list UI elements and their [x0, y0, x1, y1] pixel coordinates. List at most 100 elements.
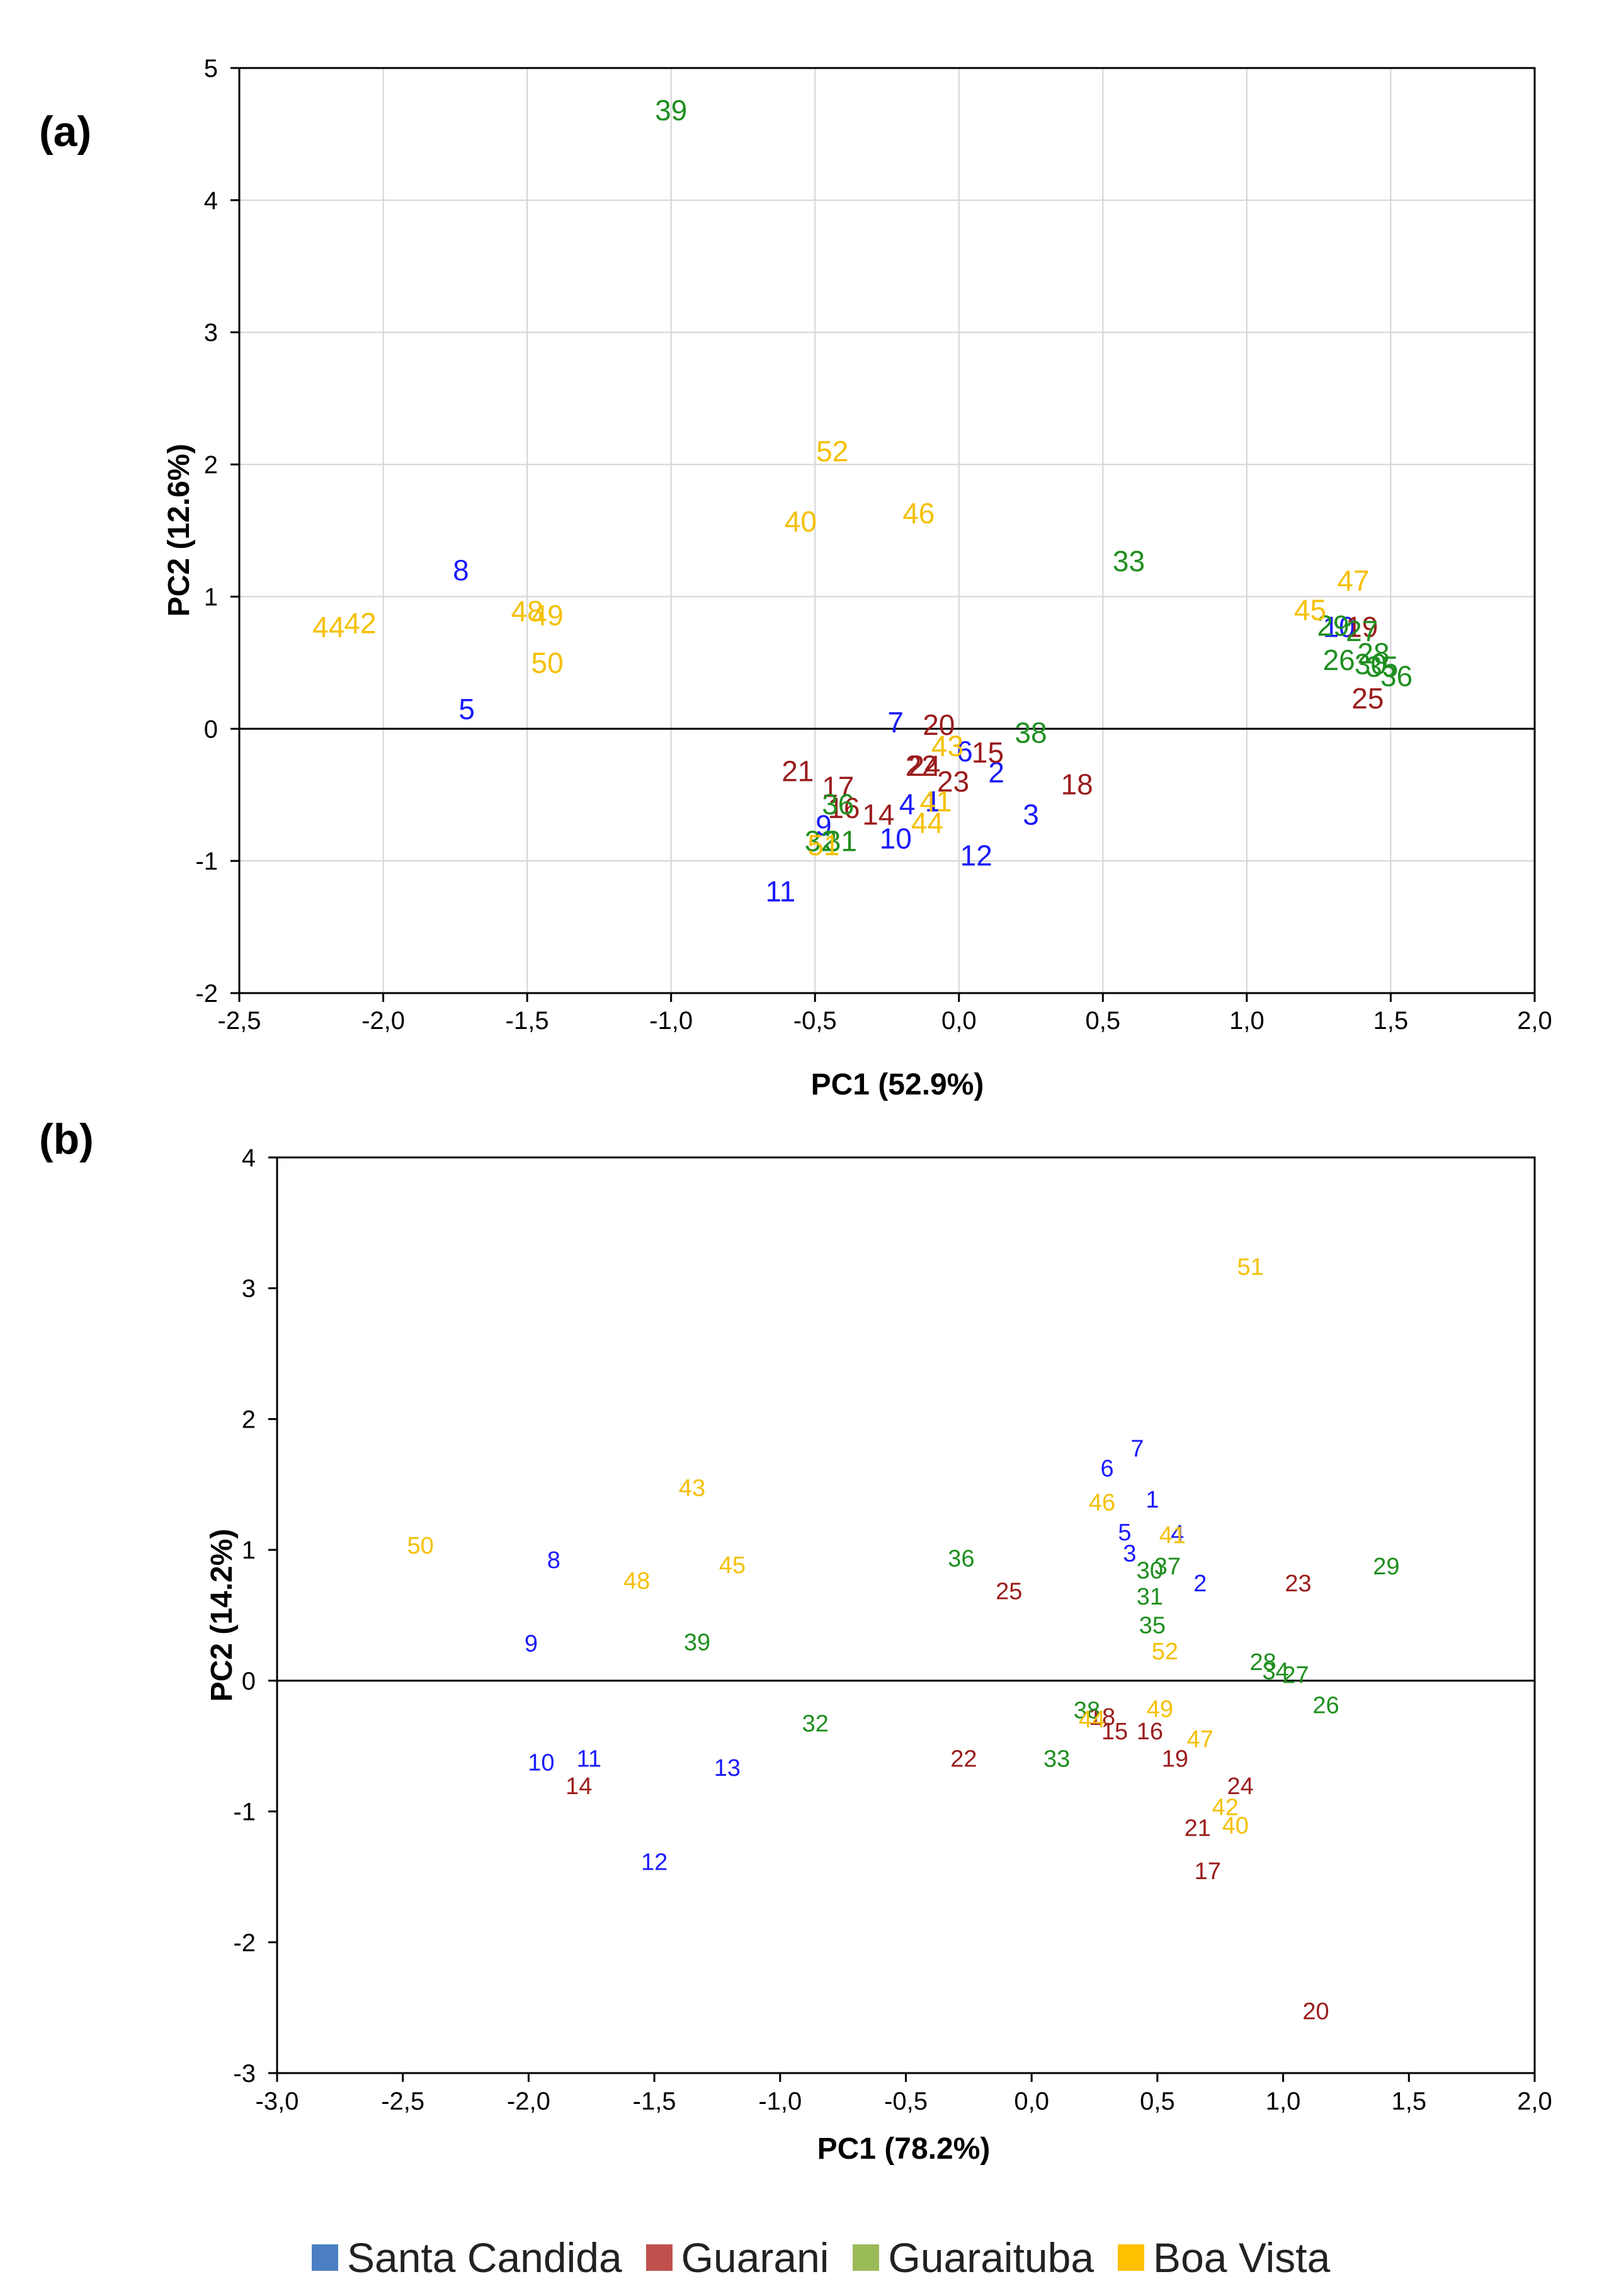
panel-b-point-guaraituba: 31	[1137, 1584, 1163, 1610]
legend-swatch-santa-candida	[312, 2244, 338, 2271]
panel-a-ytick-label: -1	[195, 848, 218, 875]
panel-a-point-guaraituba: 36	[822, 788, 854, 821]
panel-b-label: (b)	[39, 1115, 94, 1163]
panel-b-ytick-label: 4	[242, 1144, 256, 1172]
panel-b-point-guaraituba: 27	[1282, 1662, 1309, 1689]
panel-b-ytick-label: 0	[242, 1668, 256, 1695]
legend-item-guaraituba: Guaraituba	[853, 2234, 1094, 2282]
panel-b-point-boa-vista: 40	[1222, 1812, 1249, 1839]
panel-a-point-santa-candida: 5	[458, 693, 475, 725]
panel-b-xtick-label: 0,5	[1140, 2088, 1175, 2115]
panel-b-point-boa-vista: 52	[1152, 1639, 1178, 1665]
panel-b-point-boa-vista: 47	[1187, 1726, 1213, 1753]
panel-a-point-guaraituba: 31	[825, 825, 857, 858]
legend-item-santa-candida: Santa Candida	[312, 2234, 622, 2282]
panel-a-point-boa-vista: 44	[911, 806, 943, 839]
panel-b-point-guarani: 22	[950, 1746, 977, 1772]
panel-a-point-santa-candida: 4	[899, 788, 916, 821]
panel-b-point-boa-vista: 51	[1237, 1254, 1264, 1280]
panel-a-point-boa-vista: 52	[816, 435, 848, 468]
panel-a-xtick-label: 2,0	[1517, 1007, 1552, 1035]
legend: Santa Candida Guarani Guaraituba Boa Vis…	[312, 2229, 1330, 2286]
panel-a-xtick-label: 0,0	[941, 1007, 977, 1035]
panel-b-point-guarani: 16	[1137, 1719, 1163, 1745]
panel-a-point-boa-vista: 42	[344, 606, 376, 639]
panel-b-ytick-label: 3	[242, 1275, 256, 1303]
panel-a-point-santa-candida: 2	[988, 756, 1004, 789]
panel-a-point-guaraituba: 30	[1355, 647, 1387, 680]
panel-a-ytick-label: 3	[204, 319, 218, 347]
panel-a-point-guarani: 16	[827, 792, 860, 824]
panel-b-point-guarani: 24	[1227, 1773, 1254, 1800]
panel-b-xtick-label: -1,5	[633, 2088, 676, 2115]
panel-b-point-santa-candida: 12	[641, 1850, 668, 1876]
legend-item-boa-vista: Boa Vista	[1118, 2234, 1330, 2282]
panel-b-point-santa-candida: 8	[547, 1547, 560, 1574]
panel-a-xtick-label: 1,5	[1373, 1007, 1409, 1035]
panel-a-ytick-label: 1	[204, 583, 218, 611]
panel-a-point-santa-candida: 10	[880, 822, 912, 855]
panel-b-point-guarani: 19	[1162, 1746, 1188, 1772]
panel-b-point-guarani: 17	[1195, 1858, 1221, 1885]
panel-b-xtick-label: -3,0	[256, 2088, 299, 2115]
panel-b-point-guaraituba: 32	[802, 1710, 829, 1737]
panel-a-xtick-label: -0,5	[793, 1007, 837, 1035]
panel-b-point-boa-vista: 41	[1159, 1522, 1186, 1549]
legend-label-santa-candida: Santa Candida	[347, 2234, 622, 2281]
panel-a-point-guaraituba: 38	[1014, 717, 1047, 749]
panel-a-ytick-label: 5	[204, 55, 218, 82]
panel-b-point-santa-candida: 11	[577, 1746, 601, 1772]
panel-a-point-santa-candida: 9	[816, 809, 832, 841]
panel-a-ytick-label: 0	[204, 715, 218, 743]
panel-b-point-guarani: 15	[1101, 1719, 1128, 1745]
panel-a-point-boa-vista: 46	[902, 497, 935, 530]
panel-a-point-guarani: 18	[1061, 768, 1093, 800]
panel-b-point-guaraituba: 28	[1250, 1649, 1276, 1676]
panel-a-point-boa-vista: 47	[1337, 564, 1369, 597]
panel-a-point-boa-vista: 51	[807, 829, 839, 861]
panel-b-point-guarani: 14	[565, 1773, 592, 1800]
panel-b-point-boa-vista: 43	[679, 1475, 705, 1502]
panel-a-point-guarani: 21	[781, 754, 814, 787]
panel-a-ytick-label: -2	[195, 980, 218, 1008]
panel-a-point-boa-vista: 43	[931, 730, 963, 763]
panel-b-point-santa-candida: 13	[714, 1755, 741, 1782]
legend-swatch-boa-vista	[1118, 2244, 1145, 2271]
legend-swatch-guarani	[645, 2244, 673, 2271]
panel-a-point-santa-candida: 6	[957, 735, 973, 768]
panel-a-point-guarani: 25	[1351, 682, 1384, 715]
panel-b-point-guaraituba: 35	[1139, 1613, 1166, 1639]
panel-b-point-santa-candida: 9	[525, 1631, 538, 1657]
panel-a-xtick-label: 1,0	[1229, 1007, 1265, 1035]
panel-a-point-boa-vista: 50	[531, 646, 564, 679]
panel-b-point-guaraituba: 38	[1074, 1698, 1100, 1724]
panel-a-point-guaraituba: 28	[1357, 637, 1389, 670]
panel-a-point-santa-candida: 1	[925, 785, 941, 818]
panel-a-point-guaraituba: 27	[1346, 615, 1378, 647]
panel-b-point-santa-candida: 2	[1193, 1571, 1207, 1597]
panel-b-point-guarani: 23	[1285, 1571, 1311, 1597]
panel-b-x-axis-title: PC1 (78.2%)	[817, 2132, 991, 2166]
panel-a-ytick-label: 4	[204, 187, 218, 215]
panel-a-point-guarani: 14	[862, 798, 894, 831]
legend-swatch-guaraituba	[853, 2244, 880, 2271]
panel-a-ytick-label: 2	[204, 452, 218, 479]
panel-a-xtick-label: -2,0	[361, 1007, 405, 1035]
panel-a-y-axis-title: PC2 (12.6%)	[162, 444, 196, 617]
legend-item-guarani: Guarani	[645, 2234, 829, 2282]
panel-b-point-guaraituba: 30	[1137, 1557, 1163, 1584]
panel-b-point-guarani: 20	[1302, 1998, 1329, 2025]
panel-b-point-boa-vista: 46	[1089, 1489, 1115, 1516]
panel-b-point-guaraituba: 26	[1312, 1692, 1339, 1719]
panel-b-point-santa-candida: 3	[1123, 1540, 1136, 1567]
legend-label-guaraituba: Guaraituba	[888, 2234, 1094, 2281]
panel-b-point-santa-candida: 1	[1145, 1487, 1159, 1513]
panel-b-point-boa-vista: 48	[623, 1568, 650, 1594]
legend-label-boa-vista: Boa Vista	[1153, 2234, 1331, 2281]
panel-a-x-axis-title: PC1 (52.9%)	[811, 1068, 984, 1101]
panel-a-point-santa-candida: 8	[453, 554, 469, 586]
panel-b-xtick-label: 1,0	[1266, 2088, 1301, 2115]
panel-a-xtick-label: 0,5	[1086, 1007, 1121, 1035]
legend-label-guarani: Guarani	[681, 2234, 829, 2281]
